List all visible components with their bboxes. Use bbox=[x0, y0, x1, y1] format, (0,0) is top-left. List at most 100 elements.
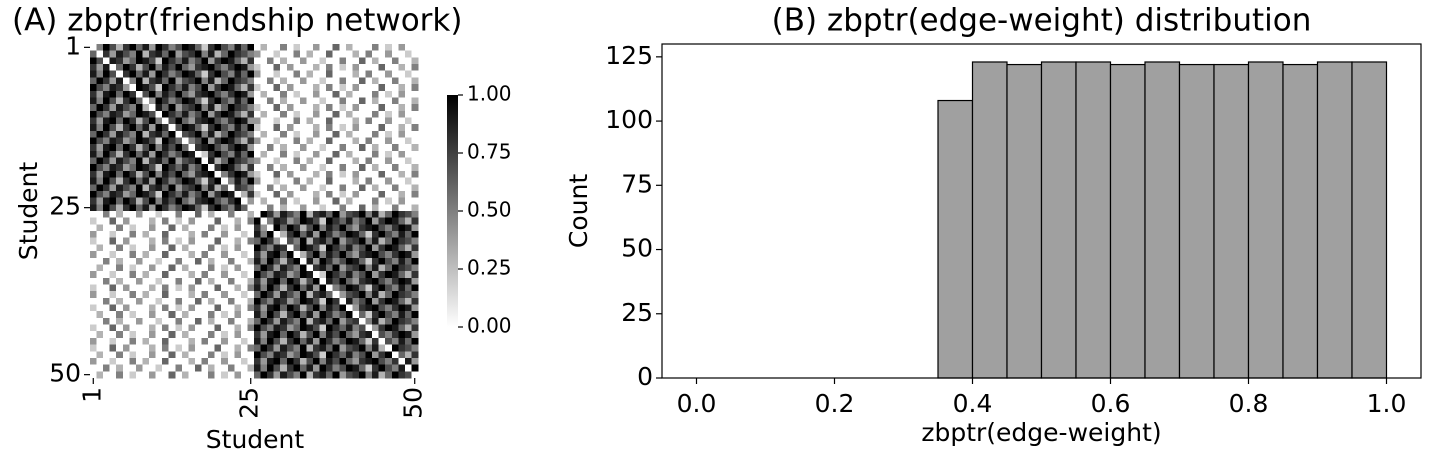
heatmap-cell bbox=[404, 184, 412, 192]
heatmap-cell bbox=[135, 177, 143, 185]
heatmap-cell bbox=[313, 371, 320, 379]
heatmap-cell bbox=[122, 84, 130, 92]
heatmap-cell bbox=[142, 277, 150, 285]
heatmap-cell bbox=[90, 244, 97, 252]
heatmap-cell bbox=[332, 157, 340, 165]
heatmap-cell bbox=[135, 244, 143, 252]
heatmap-cell bbox=[326, 344, 334, 352]
heatmap-cell bbox=[293, 304, 301, 312]
heatmap-cell bbox=[385, 371, 393, 379]
heatmap-cell bbox=[227, 337, 235, 345]
heatmap-cell bbox=[319, 197, 327, 205]
heatmap-cell bbox=[116, 177, 124, 185]
heatmap-cell bbox=[293, 124, 301, 132]
heatmap-cell bbox=[181, 317, 189, 325]
heatmap-cell bbox=[116, 170, 124, 178]
heatmap-cell bbox=[109, 371, 117, 379]
heatmap-cell bbox=[391, 291, 399, 299]
heatmap-cell bbox=[168, 84, 176, 92]
heatmap-cell bbox=[90, 364, 97, 372]
heatmap-cell bbox=[109, 84, 117, 92]
heatmap-cell bbox=[299, 144, 307, 152]
heatmap-cell bbox=[378, 104, 386, 112]
heatmap-cell bbox=[103, 77, 111, 85]
heatmap-cell bbox=[221, 304, 229, 312]
heatmap-cell bbox=[129, 364, 137, 372]
heatmap-cell bbox=[378, 190, 386, 199]
heatmap-cell bbox=[332, 371, 340, 379]
heatmap-cell bbox=[385, 110, 393, 118]
heatmap-cell bbox=[398, 284, 406, 292]
heatmap-cell bbox=[391, 110, 399, 118]
heatmap-cell bbox=[214, 70, 222, 78]
heatmap-cell bbox=[411, 277, 419, 285]
heatmap-cell bbox=[103, 364, 111, 372]
heatmap-cell bbox=[391, 144, 399, 152]
heatmap-cell bbox=[240, 277, 248, 285]
histogram-bar bbox=[1282, 63, 1319, 379]
heatmap-cell bbox=[404, 311, 412, 319]
heatmap-cell bbox=[208, 64, 216, 72]
heatmap-cell bbox=[293, 311, 301, 319]
heatmap-cell bbox=[345, 217, 353, 225]
heatmap-cell bbox=[116, 184, 124, 192]
heatmap-cell bbox=[286, 244, 294, 252]
heatmap-cell bbox=[194, 317, 202, 325]
heatmap-cell bbox=[254, 164, 261, 172]
heatmap-cell bbox=[188, 57, 196, 65]
heatmap-cell bbox=[194, 237, 202, 245]
heatmap-cell bbox=[404, 324, 412, 332]
heatmap-cell bbox=[116, 351, 124, 359]
heatmap-cell bbox=[155, 177, 163, 185]
heatmap-cell bbox=[129, 50, 137, 58]
heatmap-cell bbox=[398, 344, 406, 352]
heatmap-cell bbox=[404, 50, 412, 58]
heatmap-cell bbox=[240, 311, 248, 319]
heatmap-cell bbox=[404, 364, 412, 372]
heatmap-cell bbox=[332, 324, 340, 332]
heatmap-cell bbox=[168, 291, 176, 299]
heatmap-cell bbox=[129, 190, 137, 199]
heatmap-cell bbox=[201, 331, 209, 339]
heatmap-cells bbox=[90, 44, 419, 379]
heatmap-cell bbox=[162, 137, 170, 145]
heatmap-cell bbox=[299, 170, 307, 178]
heatmap-cell bbox=[358, 251, 366, 259]
heatmap-cell bbox=[299, 344, 307, 352]
heatmap-cell bbox=[247, 251, 255, 259]
heatmap-cell bbox=[313, 157, 320, 165]
heatmap-cell bbox=[201, 284, 209, 292]
heatmap-cell bbox=[175, 224, 183, 232]
heatmap-cell bbox=[339, 170, 347, 178]
heatmap-cell bbox=[391, 104, 399, 112]
heatmap-cell bbox=[391, 137, 399, 145]
heatmap-cell bbox=[155, 344, 163, 352]
heatmap-cell bbox=[260, 337, 268, 345]
heatmap-cell bbox=[313, 204, 320, 212]
heatmap-cell bbox=[175, 164, 183, 172]
heatmap-cell bbox=[175, 311, 183, 319]
heatmap-cell bbox=[142, 364, 150, 372]
heatmap-cell bbox=[299, 317, 307, 325]
heatmap-cell bbox=[181, 257, 189, 265]
heatmap-cell bbox=[345, 117, 353, 125]
heatmap-cell bbox=[352, 170, 360, 178]
heatmap-cell bbox=[149, 231, 156, 239]
heatmap-cell bbox=[227, 224, 235, 232]
heatmap-cell bbox=[149, 150, 156, 158]
y-tick-label: 75 bbox=[621, 169, 653, 198]
heatmap-cell bbox=[214, 97, 222, 105]
heatmap-cell bbox=[103, 190, 111, 199]
heatmap-cell bbox=[280, 90, 288, 98]
heatmap-cell bbox=[260, 90, 268, 98]
heatmap-cell bbox=[96, 184, 104, 192]
y-axis-label: Count bbox=[564, 174, 593, 248]
heatmap-cell bbox=[181, 44, 189, 52]
y-tick-label: 25 bbox=[49, 192, 81, 221]
heatmap-cell bbox=[149, 50, 156, 58]
heatmap-cell bbox=[240, 150, 248, 158]
heatmap-cell bbox=[326, 271, 334, 279]
heatmap-cell bbox=[116, 190, 124, 199]
heatmap-cell bbox=[345, 110, 353, 118]
heatmap-cell bbox=[175, 277, 183, 285]
